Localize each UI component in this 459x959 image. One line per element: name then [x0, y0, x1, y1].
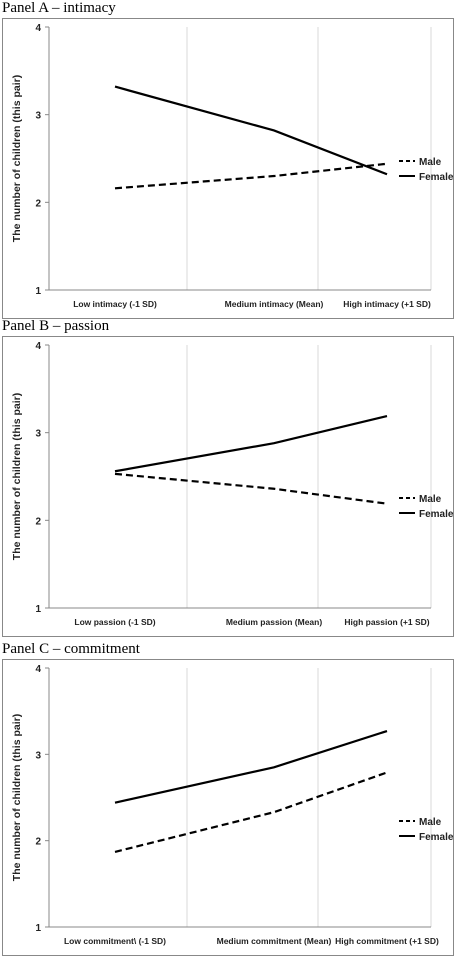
legend-label-female: Female	[419, 509, 453, 520]
y-tick-label: 2	[35, 198, 41, 209]
legend-label-male: Male	[419, 494, 442, 505]
x-tick-label: High intimacy (+1 SD)	[343, 299, 431, 309]
x-tick-label: Low passion (-1 SD)	[74, 617, 155, 627]
y-tick-label: 2	[35, 516, 41, 527]
y-tick-label: 3	[35, 111, 41, 122]
y-axis-label: The number of children (this pair)	[11, 75, 23, 242]
y-tick-label: 1	[35, 604, 41, 615]
series-line-male	[114, 771, 388, 853]
y-tick-label: 1	[35, 923, 41, 934]
series-line-male	[114, 162, 388, 190]
series-line-female	[114, 729, 388, 804]
series-line-male	[114, 472, 388, 505]
y-tick-label: 4	[35, 664, 41, 675]
legend-label-female: Female	[419, 172, 453, 183]
y-tick-label: 3	[35, 750, 41, 761]
panel-a-plot: 1 2 3 4 The number of children (this pair) Lo…	[11, 23, 453, 309]
x-tick-label: Medium passion (Mean)	[226, 617, 323, 627]
y-axis-label: The number of children (this pair)	[11, 714, 23, 881]
x-tick-label: Medium intimacy (Mean)	[225, 299, 324, 309]
series-line-female	[114, 414, 388, 473]
legend-label-male: Male	[419, 817, 442, 828]
panel-b-title: Panel B – passion	[2, 318, 110, 334]
panel-c-chart: 1 2 3 4 The number of children (this pair) Lo…	[2, 659, 454, 956]
panel-c-title: Panel C – commitment	[2, 641, 140, 657]
x-tick-label: Low intimacy (-1 SD)	[73, 299, 157, 309]
y-tick-label: 4	[35, 23, 41, 34]
x-tick-label: Medium commitment (Mean)	[217, 936, 332, 946]
y-axis-label: The number of children (this pair)	[11, 393, 23, 560]
y-tick-label: 2	[35, 837, 41, 848]
x-tick-label: Low commitment\ (-1 SD)	[64, 936, 166, 946]
y-tick-label: 1	[35, 286, 41, 297]
panel-c-plot: 1 2 3 4 The number of children (this pair) Lo…	[11, 664, 453, 946]
x-tick-label: High commitment (+1 SD)	[335, 936, 439, 946]
y-tick-label: 3	[35, 429, 41, 440]
y-tick-label: 4	[35, 341, 41, 352]
legend-label-female: Female	[419, 832, 453, 843]
legend-label-male: Male	[419, 157, 442, 168]
panel-a-title: Panel A – intimacy	[2, 0, 116, 16]
panel-a-chart: 1 2 3 4 The number of children (this pair) Lo…	[2, 18, 454, 319]
x-tick-label: High passion (+1 SD)	[344, 617, 429, 627]
series-line-female	[114, 85, 388, 176]
panel-b-plot: 1 2 3 4 The number of children (this pair) Lo…	[11, 341, 453, 627]
panel-b-chart: 1 2 3 4 The number of children (this pair) Lo…	[2, 336, 454, 637]
